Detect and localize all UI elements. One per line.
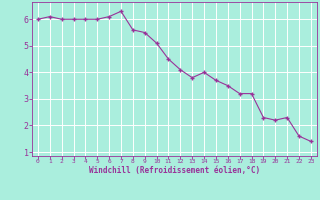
X-axis label: Windchill (Refroidissement éolien,°C): Windchill (Refroidissement éolien,°C) xyxy=(89,166,260,175)
